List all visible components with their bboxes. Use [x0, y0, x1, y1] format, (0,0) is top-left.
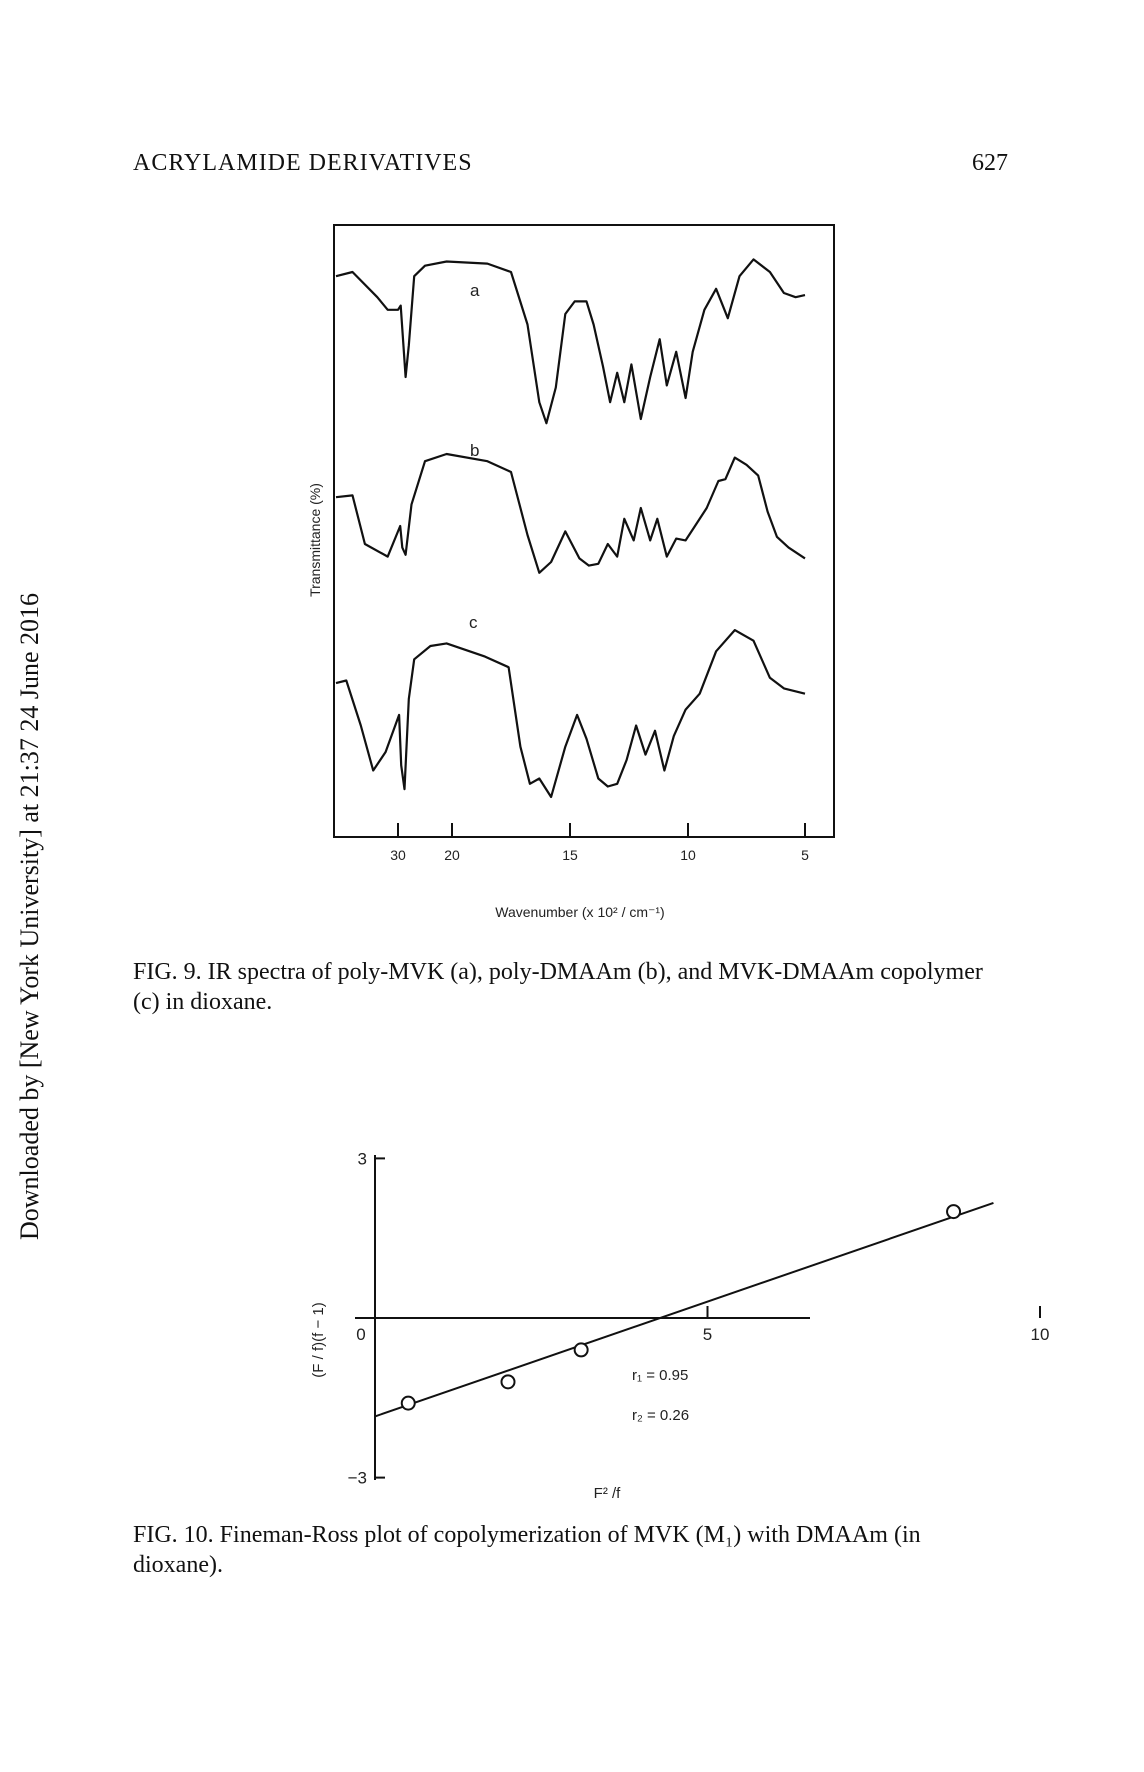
- series-label-c: c: [469, 613, 478, 632]
- fig10-fit-line-group: [374, 1201, 994, 1418]
- annotation-r2: r₂ = 0.26: [632, 1407, 689, 1424]
- page-number: 627: [972, 150, 1008, 176]
- fig10-y-tick-label: −3: [348, 1469, 367, 1488]
- fig10-y-axis-label: (F / f)(f − 1): [310, 1302, 327, 1377]
- fig10-data-point: [500, 1374, 516, 1390]
- spectrum-line-b: [335, 452, 806, 574]
- running-head: ACRYLAMIDE DERIVATIVES 627: [133, 150, 1008, 184]
- spectrum-line-a: [335, 258, 806, 425]
- fig9-x-ticks: 30 20 15 10 5: [390, 823, 809, 863]
- fig10-x-axis-label: F² /f: [594, 1485, 621, 1502]
- fig9-frame: [333, 224, 835, 838]
- fig10-fit-line: [374, 1201, 994, 1418]
- series-label-b: b: [470, 441, 479, 460]
- fig9-x-tick-label: 5: [801, 847, 809, 863]
- fig10-ticks: 0 5 10 3 −3: [348, 1149, 1050, 1487]
- fig9-x-tick-label: 30: [390, 847, 406, 863]
- annotation-r1: r₁ = 0.95: [632, 1367, 688, 1384]
- series-label-a: a: [470, 281, 480, 300]
- fig9-x-tick-label: 10: [680, 847, 696, 863]
- fig9-x-axis-label: Wavenumber (x 10² / cm⁻¹): [495, 904, 664, 920]
- fig10-data-points: [400, 1204, 962, 1411]
- figure-9-caption: FIG. 9. IR spectra of poly-MVK (a), poly…: [133, 959, 983, 1015]
- fig10-x-tick-label: 0: [356, 1325, 365, 1344]
- spectrum-line-c: [335, 629, 806, 799]
- fig10-x-tick-label: 5: [703, 1325, 712, 1344]
- fig10-x-tick-label: 10: [1031, 1325, 1050, 1344]
- fig10-data-point: [946, 1204, 962, 1220]
- fig10-data-point: [400, 1395, 416, 1411]
- fig10-y-tick-label: 3: [358, 1149, 367, 1168]
- fig9-x-tick-label: 15: [562, 847, 578, 863]
- fig9-series: [335, 258, 806, 799]
- figure-10-fineman-ross-plot: 0 5 10 3 −3 r₁ = 0.95 r₂ = 0.26 (F / f)(f − …: [310, 1149, 1050, 1502]
- fig10-data-point: [573, 1342, 589, 1358]
- figure-10-caption: FIG. 10. Fineman-Ross plot of copolymeri…: [133, 1522, 921, 1578]
- running-title: ACRYLAMIDE DERIVATIVES: [133, 150, 473, 176]
- fig9-y-axis-label: Transmittance (%): [307, 483, 323, 597]
- fig9-x-tick-label: 20: [444, 847, 460, 863]
- figure-9-ir-spectra: 30 20 15 10 5 a b c Transmittance (%) Wavenu…: [307, 224, 835, 920]
